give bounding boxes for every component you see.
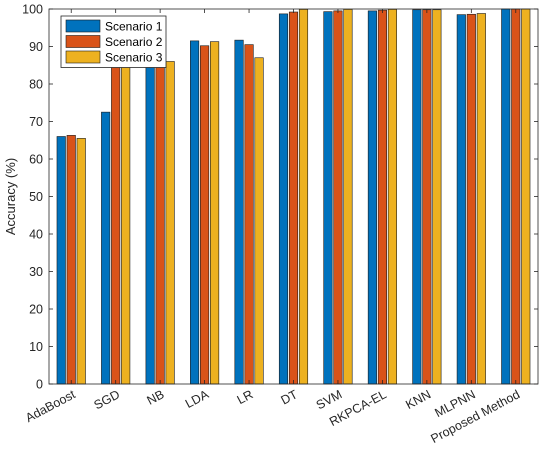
bar-3-rkpca-el bbox=[387, 9, 397, 385]
y-tick-label: 70 bbox=[29, 115, 43, 129]
legend-swatch bbox=[65, 50, 101, 64]
legend-label: Scenario 1 bbox=[105, 20, 163, 34]
bar-1-rkpca-el bbox=[367, 10, 377, 385]
bar-1-sgd bbox=[101, 111, 111, 385]
bar-1-nb bbox=[145, 65, 155, 385]
bar-3-proposed-method bbox=[521, 8, 531, 385]
bar-1-lda bbox=[190, 40, 200, 385]
bar-1-knn bbox=[412, 9, 422, 385]
bar-2-rkpca-el bbox=[377, 9, 387, 385]
legend-swatch bbox=[65, 35, 101, 48]
x-tick-label: LDA bbox=[183, 387, 212, 411]
bar-3-nb bbox=[165, 61, 175, 385]
bar-1-lr bbox=[234, 39, 244, 385]
x-tick-label: DT bbox=[279, 387, 301, 407]
x-tick-label: SGD bbox=[92, 387, 122, 412]
x-tick-label: AdaBoost bbox=[23, 387, 78, 425]
x-tick-label: LR bbox=[235, 387, 256, 407]
bar-2-sgd bbox=[111, 59, 121, 385]
bar-2-mlpnn bbox=[466, 13, 476, 385]
x-tick-label: SVM bbox=[314, 387, 344, 412]
y-axis-label: Accuracy (%) bbox=[3, 158, 18, 235]
legend-label: Scenario 2 bbox=[105, 35, 163, 49]
bar-1-proposed-method bbox=[501, 8, 511, 385]
bar-3-svm bbox=[343, 9, 353, 385]
y-tick-label: 20 bbox=[29, 303, 43, 317]
y-tick-label: 10 bbox=[29, 340, 43, 354]
bar-3-adaboost bbox=[76, 138, 86, 385]
x-tick-label: NB bbox=[145, 387, 167, 408]
bar-1-dt bbox=[278, 13, 289, 385]
bar-3-mlpnn bbox=[476, 13, 486, 385]
bar-3-sgd bbox=[121, 64, 131, 385]
bar-2-adaboost bbox=[66, 135, 76, 385]
y-tick-label: 90 bbox=[29, 40, 43, 54]
legend-label: Scenario 3 bbox=[105, 51, 163, 65]
bars-group bbox=[56, 8, 531, 385]
y-tick-label: 30 bbox=[29, 265, 43, 279]
y-tick-label: 80 bbox=[29, 78, 43, 92]
bar-3-knn bbox=[432, 9, 442, 385]
bar-1-svm bbox=[323, 11, 333, 385]
y-tick-label: 60 bbox=[29, 153, 43, 167]
y-tick-label: 0 bbox=[36, 378, 43, 392]
bar-3-lda bbox=[210, 41, 220, 385]
bar-2-lda bbox=[200, 45, 210, 385]
bar-2-proposed-method bbox=[511, 8, 521, 385]
bar-1-adaboost bbox=[56, 136, 66, 385]
y-tick-label: 100 bbox=[22, 3, 43, 17]
bar-2-dt bbox=[288, 11, 299, 385]
bar-2-nb bbox=[155, 63, 165, 385]
bar-1-mlpnn bbox=[456, 14, 466, 385]
y-tick-label: 50 bbox=[29, 190, 43, 204]
legend-swatch bbox=[65, 19, 101, 33]
bar-2-knn bbox=[422, 9, 432, 385]
y-axis: 0 10 20 30 40 50 60 70 80 90 100 bbox=[22, 3, 538, 392]
bar-2-svm bbox=[333, 10, 343, 385]
y-tick-label: 40 bbox=[29, 228, 43, 242]
bar-3-lr bbox=[254, 57, 264, 385]
x-tick-label: KNN bbox=[403, 387, 433, 412]
bar-3-dt bbox=[298, 9, 309, 385]
bar-2-lr bbox=[244, 44, 254, 385]
